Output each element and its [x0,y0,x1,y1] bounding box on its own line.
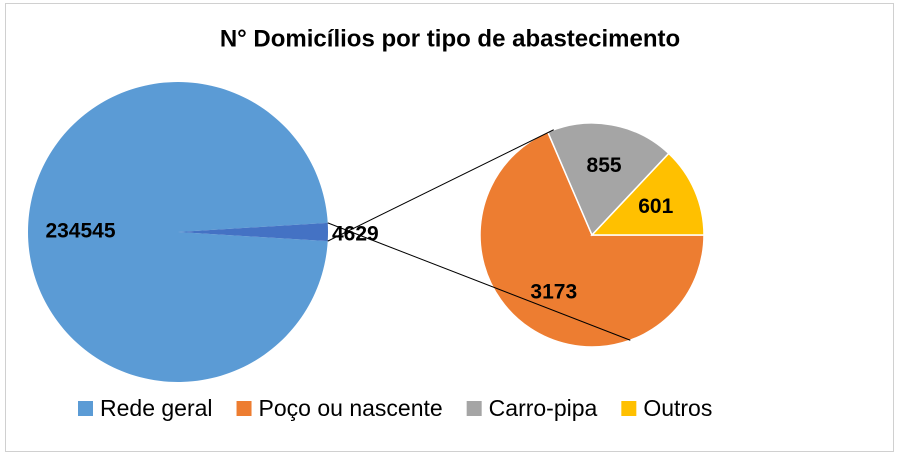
legend-swatch [621,401,637,416]
connector-line [327,129,554,242]
pie-slice [28,81,328,382]
data-label: 601 [638,195,673,218]
data-label: 855 [587,154,622,177]
legend-swatch [78,401,93,416]
chart-title: N° Domicílios por tipo de abastecimento [220,25,680,52]
legend-label: Poço ou nascente [259,395,443,421]
legend-swatch [466,401,482,416]
pie-slice [479,131,705,348]
data-label: 3173 [530,281,577,304]
data-label: 234545 [45,220,115,243]
legend-label: Rede geral [100,395,213,421]
pie-slice [590,152,705,236]
connector-line [327,222,631,341]
legend-label: Carro-pipa [489,395,598,421]
legend-label: Outros [643,395,712,421]
pie-slice [546,122,670,237]
legend-swatch [236,401,252,416]
pie-slice [178,222,329,242]
